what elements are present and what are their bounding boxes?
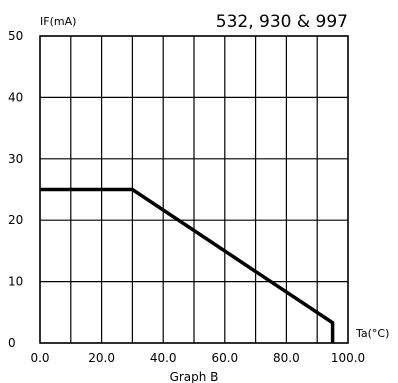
- x-tick-labels: 0.0 20.0 40.0 60.0 80.0 100.0: [30, 351, 365, 365]
- y-axis-label: IF(mA): [40, 15, 76, 28]
- x-tick-label: 20.0: [88, 351, 115, 365]
- y-tick-label: 20: [8, 213, 23, 227]
- x-axis-label: Ta(°C): [355, 327, 389, 340]
- x-tick-label: 100.0: [331, 351, 365, 365]
- chart-title: 532, 930 & 997: [216, 12, 348, 32]
- x-tick-label: 40.0: [150, 351, 177, 365]
- x-tick-label: 0.0: [30, 351, 49, 365]
- y-tick-label: 10: [8, 275, 23, 289]
- chart-caption: Graph B: [170, 370, 219, 383]
- x-tick-label: 60.0: [211, 351, 238, 365]
- y-tick-label: 50: [8, 29, 23, 43]
- y-tick-label: 30: [8, 152, 23, 166]
- y-tick-labels: 0 10 20 30 40 50: [8, 29, 23, 350]
- x-tick-label: 80.0: [273, 351, 300, 365]
- y-tick-label: 40: [8, 90, 23, 104]
- series-line: [40, 187, 335, 343]
- y-tick-label: 0: [8, 336, 16, 350]
